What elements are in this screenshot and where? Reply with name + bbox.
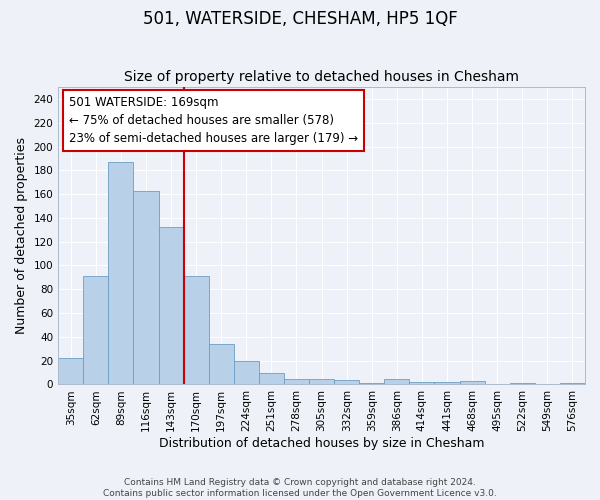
Bar (58, 358, 83, 384)
Bar (109, 162, 133, 384)
Bar (385, 378, 409, 384)
X-axis label: Distribution of detached houses by size in Chesham: Distribution of detached houses by size … (159, 437, 484, 450)
Bar (409, 382, 434, 384)
Y-axis label: Number of detached properties: Number of detached properties (15, 138, 28, 334)
Text: 501 WATERSIDE: 169sqm
← 75% of detached houses are smaller (578)
23% of semi-det: 501 WATERSIDE: 169sqm ← 75% of detached … (69, 96, 358, 145)
Bar (334, 380, 359, 384)
Bar (460, 381, 485, 384)
Bar (209, 344, 234, 385)
Bar (309, 378, 334, 384)
Bar (184, 276, 209, 384)
Bar (434, 382, 460, 384)
Bar (158, 228, 184, 384)
Bar (259, 372, 284, 384)
Text: 501, WATERSIDE, CHESHAM, HP5 1QF: 501, WATERSIDE, CHESHAM, HP5 1QF (143, 10, 457, 28)
Bar (234, 360, 259, 384)
Text: Contains HM Land Registry data © Crown copyright and database right 2024.
Contai: Contains HM Land Registry data © Crown c… (103, 478, 497, 498)
Bar (133, 190, 158, 384)
Bar (284, 378, 309, 384)
Title: Size of property relative to detached houses in Chesham: Size of property relative to detached ho… (124, 70, 519, 85)
Bar (83, 276, 109, 384)
